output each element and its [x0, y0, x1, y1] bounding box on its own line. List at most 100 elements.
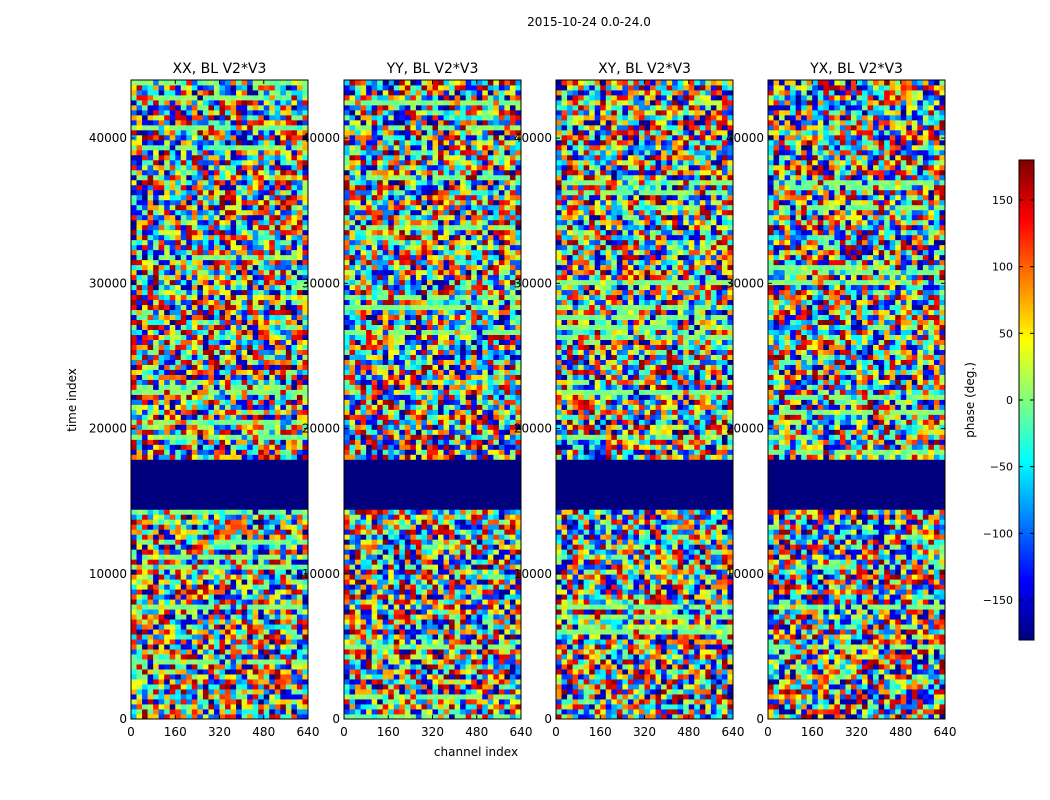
colorbar-segment — [1019, 248, 1034, 253]
y-tick-label: 40000 — [726, 131, 764, 145]
colorbar-segment — [1019, 424, 1034, 429]
colorbar-segment — [1019, 340, 1034, 345]
x-tick-label: 160 — [377, 725, 400, 739]
colorbar-segment — [1019, 588, 1034, 593]
y-tick-label: 10000 — [302, 567, 340, 581]
panel-1: YY, BL V2*V3 0 160 320 480 640 0 10000 20000 3000… — [302, 61, 533, 739]
colorbar-segment — [1019, 504, 1034, 509]
colorbar-tick-label: 0 — [1006, 394, 1013, 407]
colorbar-segment — [1019, 192, 1034, 197]
panel-title: XX, BL V2*V3 — [173, 61, 267, 77]
colorbar-segment — [1019, 228, 1034, 233]
colorbar-segment — [1019, 420, 1034, 425]
colorbar-segment — [1019, 236, 1034, 241]
colorbar-segment — [1019, 604, 1034, 609]
colorbar-segment — [1019, 532, 1034, 537]
x-tick-label: 320 — [633, 725, 656, 739]
colorbar-segment — [1019, 624, 1034, 629]
y-tick-label: 10000 — [514, 567, 552, 581]
colorbar-segment — [1019, 308, 1034, 313]
y-tick-label: 40000 — [302, 131, 340, 145]
colorbar-segment — [1019, 288, 1034, 293]
x-tick-label: 0 — [764, 725, 772, 739]
colorbar-segment — [1019, 560, 1034, 565]
colorbar-segment — [1019, 256, 1034, 261]
colorbar-segment — [1019, 476, 1034, 481]
colorbar-tick-label: −150 — [983, 594, 1013, 607]
colorbar-segment — [1019, 172, 1034, 177]
colorbar-segment — [1019, 384, 1034, 389]
y-tick-label: 10000 — [726, 567, 764, 581]
phase-image — [344, 80, 521, 719]
colorbar-segment — [1019, 372, 1034, 377]
colorbar-segment — [1019, 224, 1034, 229]
x-axis-label: channel index — [434, 745, 518, 759]
colorbar-segment — [1019, 292, 1034, 297]
colorbar-segment — [1019, 500, 1034, 505]
x-tick-label: 0 — [127, 725, 135, 739]
colorbar-segment — [1019, 356, 1034, 361]
colorbar-segment — [1019, 416, 1034, 421]
x-tick-label: 480 — [465, 725, 488, 739]
y-tick-label: 0 — [332, 712, 340, 726]
panel-title: YX, BL V2*V3 — [809, 61, 903, 77]
colorbar-segment — [1019, 568, 1034, 573]
colorbar-tick-label: −50 — [990, 461, 1013, 474]
colorbar-segment — [1019, 540, 1034, 545]
colorbar-segment — [1019, 608, 1034, 613]
colorbar-segment — [1019, 296, 1034, 301]
x-tick-label: 480 — [889, 725, 912, 739]
x-tick-label: 160 — [164, 725, 187, 739]
colorbar-segment — [1019, 332, 1034, 337]
colorbar-segment — [1019, 516, 1034, 521]
colorbar-segment — [1019, 432, 1034, 437]
phase-image — [131, 80, 308, 719]
colorbar-segment — [1019, 452, 1034, 457]
colorbar-segment — [1019, 636, 1034, 641]
x-tick-label: 640 — [722, 725, 745, 739]
colorbar-segment — [1019, 164, 1034, 169]
panel-title: XY, BL V2*V3 — [598, 61, 691, 77]
colorbar-segment — [1019, 592, 1034, 597]
x-tick-label: 0 — [340, 725, 348, 739]
colorbar-segment — [1019, 548, 1034, 553]
colorbar-tick-label: 150 — [992, 194, 1013, 207]
colorbar-segment — [1019, 596, 1034, 601]
y-axis-label: time index — [65, 368, 79, 432]
x-tick-label: 480 — [252, 725, 275, 739]
colorbar-segment — [1019, 304, 1034, 309]
colorbar-segment — [1019, 528, 1034, 533]
colorbar-label: phase (deg.) — [963, 362, 977, 438]
colorbar-segment — [1019, 240, 1034, 245]
colorbar-segment — [1019, 460, 1034, 465]
colorbar-segment — [1019, 316, 1034, 321]
x-tick-label: 640 — [297, 725, 320, 739]
panel-2: XY, BL V2*V3 0 160 320 480 640 0 10000 20000 3000… — [514, 61, 745, 739]
colorbar-segment — [1019, 576, 1034, 581]
colorbar-segment — [1019, 488, 1034, 493]
colorbar-segment — [1019, 360, 1034, 365]
colorbar-segment — [1019, 404, 1034, 409]
colorbar-segment — [1019, 176, 1034, 181]
x-tick-label: 320 — [208, 725, 231, 739]
y-tick-label: 30000 — [514, 276, 552, 290]
colorbar-segment — [1019, 208, 1034, 213]
colorbar-segment — [1019, 408, 1034, 413]
y-tick-label: 10000 — [89, 567, 127, 581]
colorbar-segment — [1019, 396, 1034, 401]
y-tick-label: 30000 — [89, 276, 127, 290]
colorbar-segment — [1019, 400, 1034, 405]
colorbar-segment — [1019, 520, 1034, 525]
panels: XX, BL V2*V3 0 160 320 480 640 0 10000 20000 3000… — [89, 61, 957, 739]
colorbar-segment — [1019, 264, 1034, 269]
panel-3: YX, BL V2*V3 0 160 320 480 640 0 10000 20000 3000… — [726, 61, 957, 739]
colorbar-segment — [1019, 444, 1034, 449]
x-tick-label: 160 — [589, 725, 612, 739]
colorbar-segment — [1019, 320, 1034, 325]
x-tick-label: 160 — [801, 725, 824, 739]
colorbar-segment — [1019, 336, 1034, 341]
colorbar-segment — [1019, 276, 1034, 281]
colorbar-segment — [1019, 612, 1034, 617]
colorbar-segment — [1019, 468, 1034, 473]
y-tick-label: 30000 — [726, 276, 764, 290]
